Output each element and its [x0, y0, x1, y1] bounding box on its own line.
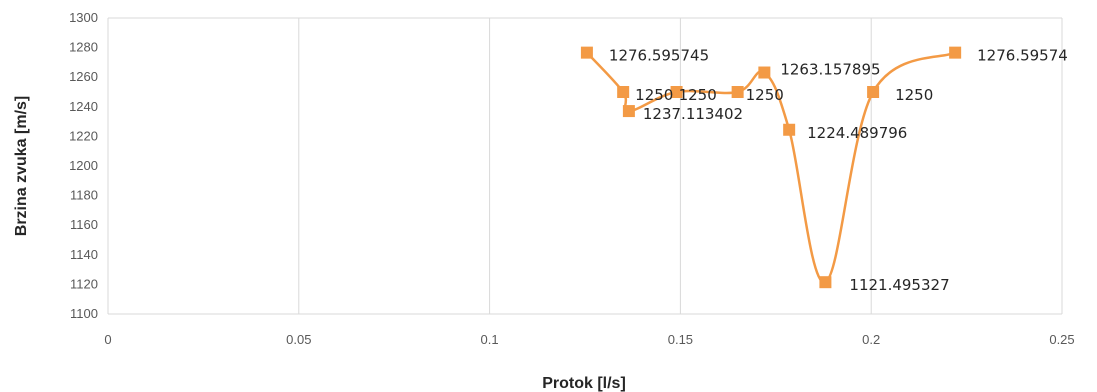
data-label: 1250: [635, 86, 673, 104]
x-tick-label: 0.15: [668, 332, 693, 347]
y-axis-title: Brzina zvuka [m/s]: [13, 96, 30, 236]
data-label: 1276.59574: [977, 47, 1068, 65]
data-point-marker: [617, 86, 630, 98]
y-tick-label: 1120: [70, 276, 98, 291]
y-tick-label: 1140: [70, 247, 98, 262]
data-point-marker: [670, 86, 683, 98]
data-point-marker: [867, 86, 880, 98]
y-tick-label: 1240: [69, 99, 98, 114]
y-tick-label: 1180: [70, 188, 98, 203]
y-tick-label: 1300: [69, 10, 98, 25]
data-label: 1263.157895: [780, 61, 880, 79]
y-axis-ticks: 1100 1120 1140 1160 1180 1200 1220 1240 1260 1280…: [69, 10, 98, 321]
data-point-marker: [731, 86, 744, 98]
data-label: 1121.495327: [849, 276, 949, 294]
data-point-marker: [819, 276, 832, 289]
data-label: 1224.489796: [807, 124, 907, 142]
data-label: 1237.113402: [643, 105, 743, 123]
y-tick-label: 1220: [69, 128, 98, 143]
data-point-marker: [758, 66, 771, 79]
x-tick-label: 0.2: [862, 332, 880, 347]
data-point-marker: [580, 46, 593, 59]
data-label: 1250: [679, 86, 717, 104]
x-tick-label: 0.25: [1049, 332, 1074, 347]
series-markers: [580, 46, 962, 289]
data-label: 1250: [746, 86, 784, 104]
data-label: 1250: [895, 86, 933, 104]
grid-lines: [107, 17, 1063, 315]
x-tick-label: 0.05: [286, 332, 311, 347]
x-tick-label: 0.1: [481, 332, 499, 347]
y-tick-label: 1100: [70, 306, 98, 321]
data-point-marker: [622, 105, 635, 118]
y-tick-label: 1200: [69, 158, 98, 173]
x-tick-label: 0: [104, 332, 111, 347]
data-point-marker: [949, 46, 962, 59]
x-axis-title: Protok [l/s]: [542, 375, 626, 392]
data-label: 1276.595745: [609, 47, 709, 65]
y-tick-label: 1260: [69, 69, 98, 84]
y-tick-label: 1160: [70, 217, 98, 232]
data-point-marker: [783, 123, 796, 136]
x-axis-ticks: 0 0.05 0.1 0.15 0.2 0.25: [104, 332, 1074, 347]
y-tick-label: 1280: [69, 40, 98, 55]
